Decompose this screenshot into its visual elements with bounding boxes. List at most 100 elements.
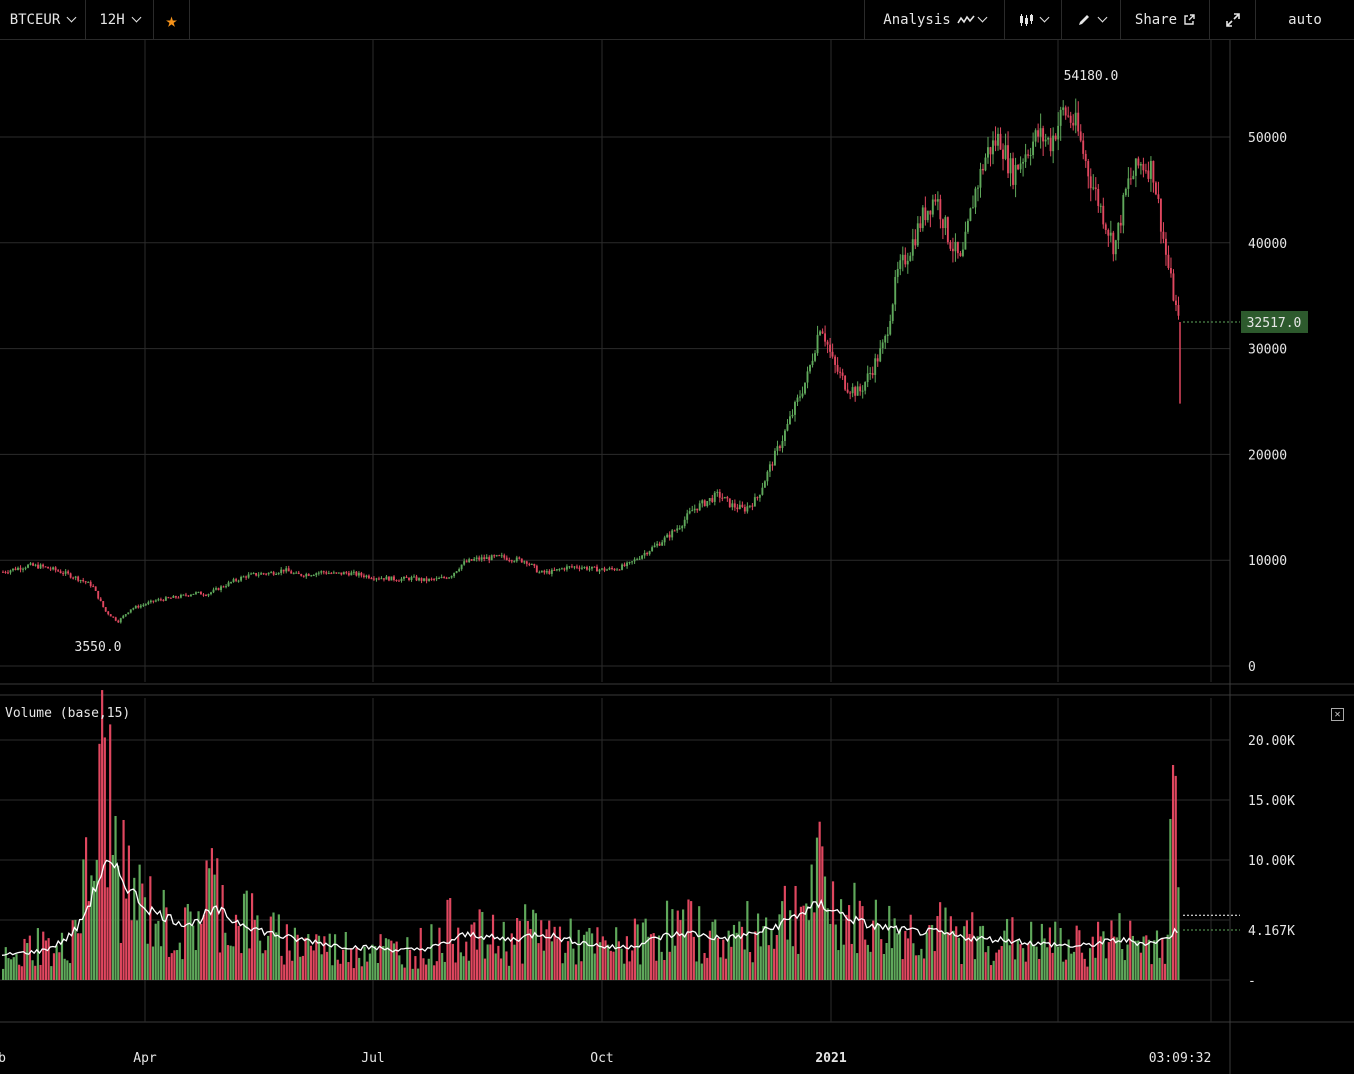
volume-bar (451, 943, 454, 980)
favorite-button[interactable]: ★ (154, 0, 190, 39)
volume-bar (240, 953, 243, 980)
volume-bar (516, 917, 519, 980)
fullscreen-button[interactable] (1210, 0, 1256, 39)
volume-bar (912, 943, 915, 980)
drawing-tools-button[interactable] (1062, 0, 1121, 39)
candle-body (375, 578, 378, 580)
volume-bar (52, 953, 56, 980)
volume-bar (309, 945, 313, 980)
volume-bar (802, 905, 805, 980)
candle-body (468, 559, 471, 563)
volume-bar (944, 907, 947, 980)
volume-bar (877, 924, 880, 980)
volume-bar (382, 945, 385, 980)
volume-bar (433, 965, 436, 980)
volume-bar (392, 943, 396, 980)
candle-body (287, 568, 290, 572)
scale-mode-button[interactable]: auto (1256, 0, 1354, 39)
candle-body (262, 573, 265, 575)
candle-body (24, 567, 27, 569)
candle-body (530, 563, 533, 565)
candle-body (733, 503, 736, 508)
candle-body (758, 494, 761, 498)
price-tick-label: 50000 (1248, 131, 1287, 146)
candle-body (448, 577, 451, 579)
volume-bar (1027, 942, 1030, 980)
candle-body (849, 392, 852, 394)
candle-body (575, 566, 578, 568)
candle-body (643, 552, 646, 556)
interval-selector[interactable]: 12H (86, 0, 154, 39)
candle-body (661, 542, 664, 546)
scale-mode-label: auto (1288, 11, 1322, 28)
candle-body (355, 571, 358, 576)
volume-bar (283, 964, 286, 980)
candle-body (698, 503, 701, 511)
volume-bar (783, 885, 786, 980)
volume-bar (1126, 944, 1129, 980)
candle-body (763, 481, 766, 488)
candle-body (648, 551, 651, 555)
candle-body (207, 594, 210, 596)
candle-body (1084, 153, 1087, 162)
volume-bar (425, 964, 428, 980)
analysis-menu-button[interactable]: Analysis (864, 0, 1005, 39)
candle-body (548, 571, 551, 574)
volume-bar (1059, 927, 1062, 980)
volume-bar (39, 964, 42, 980)
volume-bar (703, 952, 706, 980)
candle-body (723, 496, 726, 499)
candle-body (139, 605, 142, 608)
candle-body (52, 567, 55, 570)
volume-bar (898, 928, 902, 980)
candle-body (992, 140, 994, 155)
volume-bar (984, 952, 987, 980)
candle-body (984, 157, 987, 171)
candle-body (483, 557, 486, 559)
candle-body (523, 561, 526, 563)
current-time-label: 03:09:32 (1149, 1051, 1212, 1066)
chevron-down-icon (1097, 12, 1107, 23)
candle-body (513, 561, 516, 563)
volume-bar (76, 933, 80, 980)
volume-bar (947, 932, 950, 980)
volume-bar (18, 964, 21, 980)
volume-bar (842, 944, 845, 980)
candle-body (533, 563, 536, 566)
share-button[interactable]: Share (1121, 0, 1210, 39)
candle-body (134, 606, 137, 609)
candle-body (1087, 161, 1090, 177)
candle-body (896, 268, 899, 277)
candle-body (794, 402, 796, 415)
candle-body (851, 387, 854, 394)
candle-body (152, 600, 155, 602)
candle-body (1072, 122, 1075, 126)
candle-body (117, 620, 120, 623)
volume-bar (1035, 946, 1038, 980)
volume-bar (79, 933, 82, 980)
candle-body (79, 580, 82, 582)
candle-body (109, 614, 112, 617)
chart-type-button[interactable] (1005, 0, 1062, 39)
volume-bar (1043, 938, 1046, 980)
candle-body (470, 559, 473, 561)
volume-bar (775, 934, 778, 980)
candle-body (1089, 176, 1092, 189)
volume-bar (794, 885, 797, 980)
candle-body (1152, 160, 1155, 183)
volume-bar (641, 922, 645, 980)
price-chart[interactable]: 0 10000 20000 30000 40000 50000 b Apr Jul Oct 2021… (0, 40, 1354, 1074)
close-indicator-button[interactable]: ✕ (1331, 708, 1344, 721)
candle-body (187, 595, 190, 597)
volume-bar (609, 950, 612, 980)
analysis-label: Analysis (883, 11, 951, 28)
candle-body (179, 594, 182, 598)
volume-ma-line (1, 859, 1178, 956)
candle-body (871, 373, 874, 376)
candle-body (1002, 149, 1004, 159)
volume-bar (687, 899, 690, 980)
volume-bar (68, 963, 72, 980)
symbol-selector[interactable]: BTCEUR (0, 0, 86, 39)
candle-body (428, 578, 430, 581)
volume-bar (845, 914, 848, 980)
